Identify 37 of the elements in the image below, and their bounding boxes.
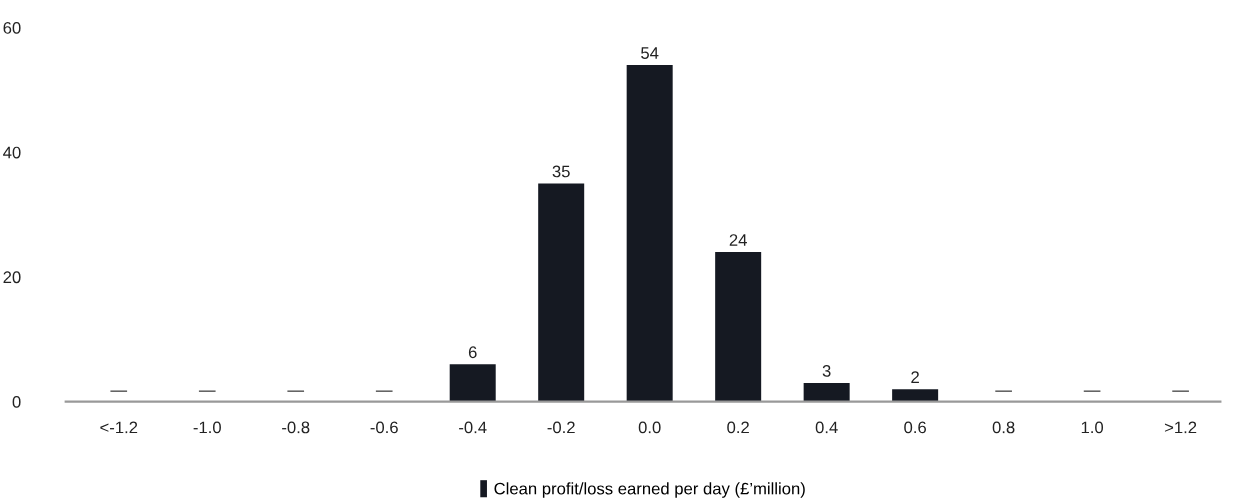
x-tick-label: 0.0: [638, 421, 661, 434]
data-label: —: [198, 390, 216, 392]
data-label: —: [375, 390, 393, 392]
data-label: —: [1172, 390, 1189, 392]
x-tick-label: 0.2: [727, 421, 749, 434]
y-tick-label: 20: [3, 271, 21, 284]
y-tick-label: 40: [3, 146, 21, 159]
x-tick-label: <-1.2: [100, 421, 138, 434]
bar: [538, 183, 585, 402]
x-tick-label: 1.0: [1081, 421, 1104, 434]
bar: [892, 389, 939, 402]
x-tick-label: 0.8: [992, 421, 1015, 434]
legend-label: Clean profit/loss earned per day (£’million): [494, 482, 805, 498]
data-label: —: [287, 390, 305, 392]
y-tick-label: 0: [12, 396, 21, 408]
data-label: 2: [911, 371, 919, 383]
bar: [715, 252, 762, 402]
data-label: 6: [468, 346, 477, 359]
x-tick-label: -0.6: [370, 421, 398, 434]
data-label: 3: [822, 365, 831, 377]
bar: [803, 382, 850, 402]
x-tick-label: -0.8: [282, 421, 310, 434]
y-tick-label: 60: [3, 22, 21, 34]
bar: [449, 364, 496, 402]
x-tick-label: -0.2: [547, 421, 575, 434]
bar: [626, 65, 673, 402]
x-tick-label: 0.6: [904, 421, 926, 434]
x-tick-label: -1.0: [193, 421, 221, 434]
data-label: —: [1083, 390, 1101, 392]
x-tick-label: -0.4: [459, 421, 487, 434]
data-label: 35: [552, 165, 570, 178]
x-tick-label: 0.4: [815, 421, 838, 434]
data-label: —: [110, 390, 128, 392]
x-tick-label: >1.2: [1164, 421, 1197, 434]
data-label: 54: [641, 47, 659, 59]
data-label: 24: [729, 234, 747, 246]
data-label: —: [995, 390, 1012, 392]
